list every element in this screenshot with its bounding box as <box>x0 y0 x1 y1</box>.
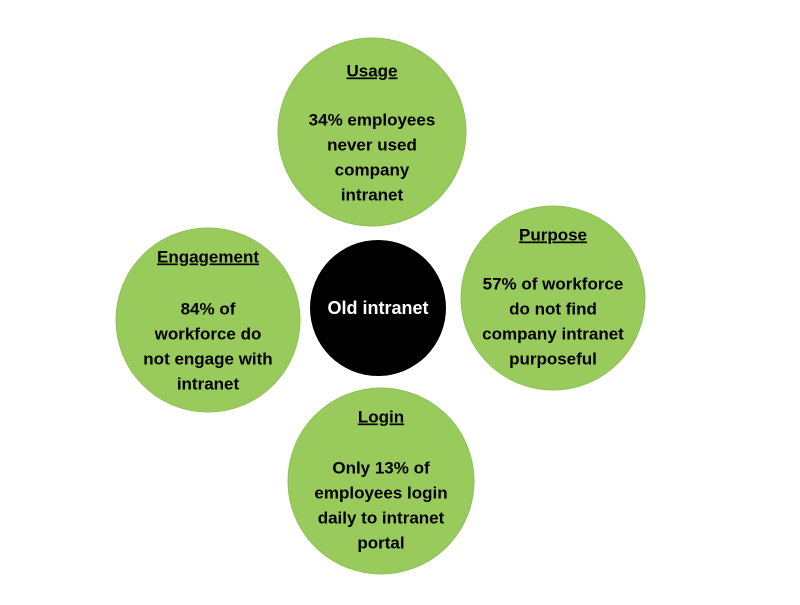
topic-text: not engage with <box>143 349 272 368</box>
center-circle <box>310 240 446 376</box>
topic-text: Only 13% of <box>332 458 430 477</box>
topic-text: company <box>335 160 410 179</box>
topic-title: Login <box>358 407 404 426</box>
topic-text: workforce do <box>154 324 262 343</box>
topic-text: daily to intranet <box>318 508 445 527</box>
center-label: Old intranet <box>327 298 428 318</box>
topic-text: intranet <box>341 185 404 204</box>
topic-text: 84% of <box>181 299 236 318</box>
topic-text: portal <box>357 533 404 552</box>
topic-title: Engagement <box>157 247 259 266</box>
topic-title: Purpose <box>519 225 587 244</box>
topic-title: Usage <box>346 61 397 80</box>
topic-text: intranet <box>177 374 240 393</box>
topic-text: 57% of workforce <box>483 274 624 293</box>
topic-text: purposeful <box>509 349 597 368</box>
topic-text: employees login <box>314 483 447 502</box>
topic-circle <box>115 227 301 413</box>
topic-text: never used <box>327 135 417 154</box>
topic-circle <box>287 387 475 575</box>
topic-text: do not find <box>509 299 597 318</box>
topic-text: company intranet <box>482 324 624 343</box>
topic-circle <box>277 37 467 227</box>
topic-circle <box>460 205 646 391</box>
topic-text: 34% employees <box>309 110 436 129</box>
